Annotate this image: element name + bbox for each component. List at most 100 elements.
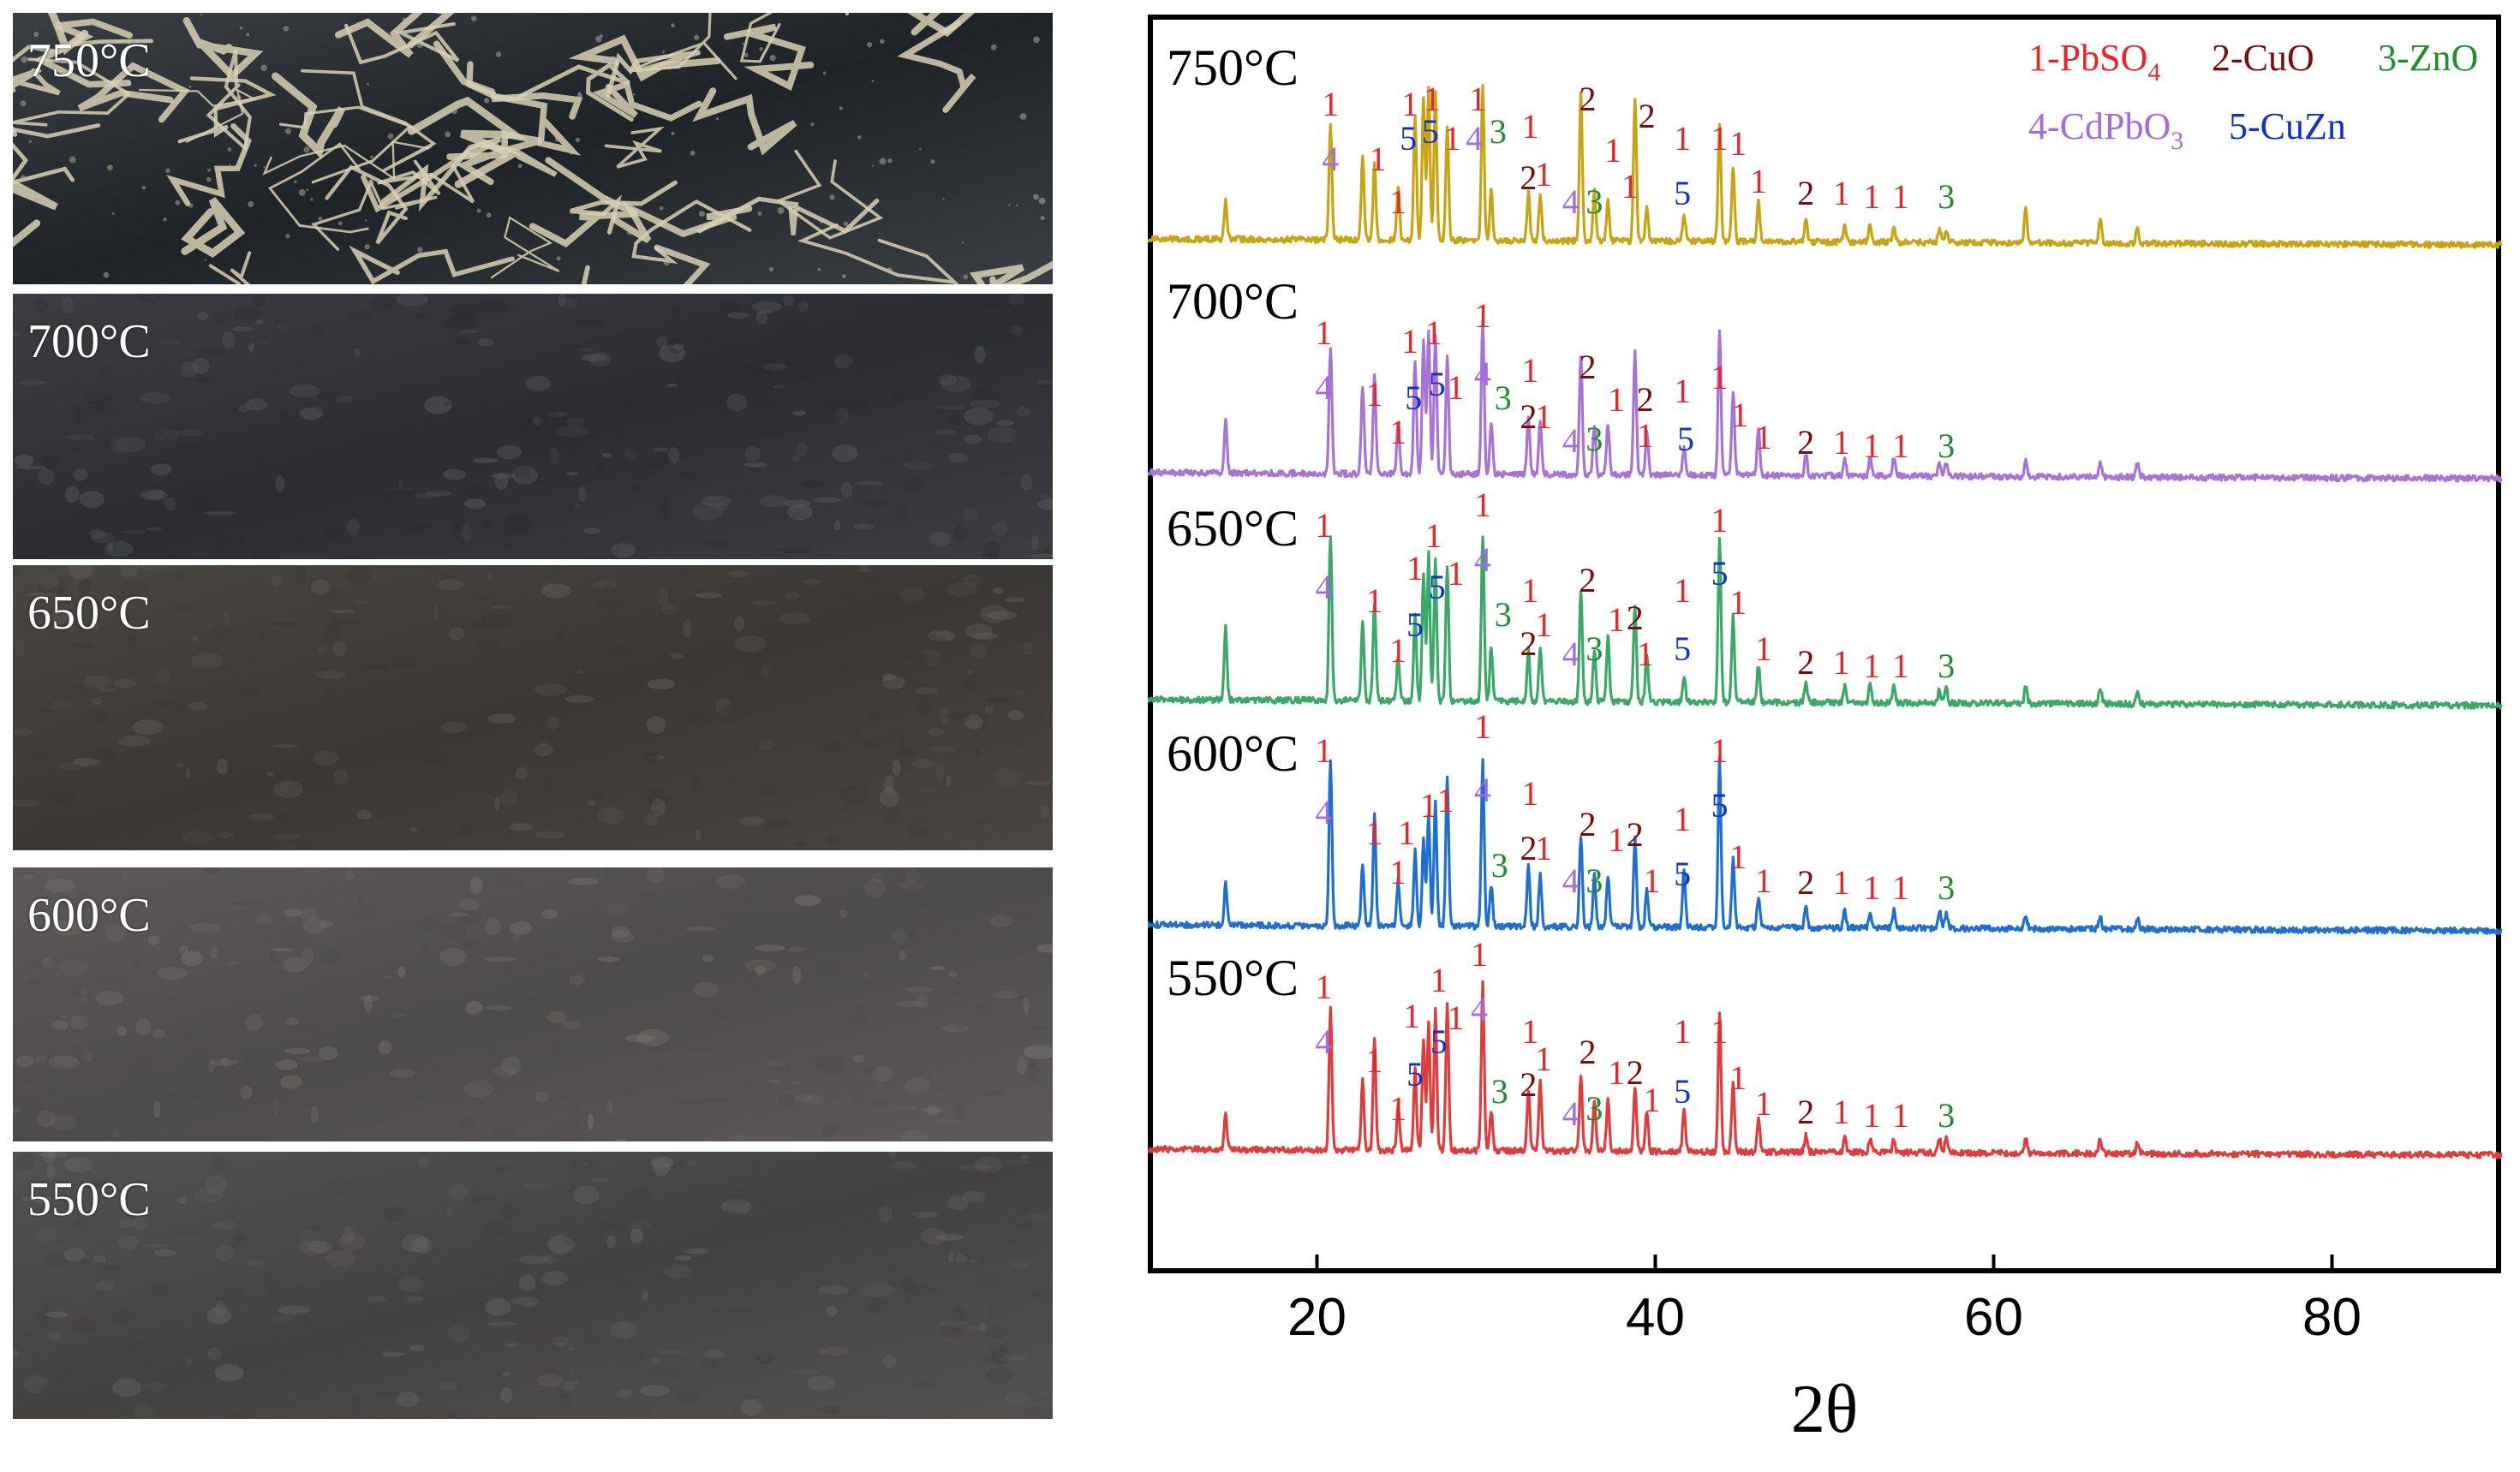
peak-label: 1 — [1833, 1093, 1850, 1131]
peak-label: 1 — [1315, 313, 1332, 352]
peak-label: 4 — [1562, 861, 1579, 900]
peak-label: 2 — [1797, 423, 1814, 462]
legend-entry: 5-CuZn — [2229, 105, 2346, 147]
peak-label: 1 — [1535, 155, 1552, 194]
peak-label: 1 — [1315, 968, 1332, 1006]
peak-label: 3 — [1585, 629, 1603, 668]
peak-label: 5 — [1677, 420, 1694, 458]
peak-label: 1 — [1366, 813, 1383, 852]
peak-label: 1 — [1389, 182, 1406, 221]
peak-label: 4 — [1474, 355, 1491, 393]
peak-label: 5 — [1674, 629, 1691, 668]
series-label: 600°C — [1167, 725, 1299, 782]
peak-label: 1 — [1674, 119, 1691, 158]
peak-label: 1 — [1389, 853, 1406, 891]
series-label: 650°C — [1167, 500, 1299, 557]
peak-label: 1 — [1425, 516, 1442, 555]
peak-label: 2 — [1637, 380, 1654, 419]
peak-label: 1 — [1711, 358, 1729, 396]
peak-label: 5 — [1429, 365, 1446, 403]
peak-label: 1 — [1674, 800, 1691, 838]
peak-label: 1 — [1674, 372, 1691, 410]
photo-panel-650: 650°C — [13, 565, 1053, 850]
photo-texture — [13, 565, 1053, 850]
photo-temperature-label: 650°C — [27, 587, 151, 640]
x-tick-label: 60 — [1964, 1288, 2023, 1347]
peak-label: 1 — [1644, 1081, 1661, 1119]
peak-label: 1 — [1892, 647, 1909, 685]
peak-label: 2 — [1627, 1053, 1644, 1092]
peak-label: 1 — [1425, 313, 1442, 352]
peak-label: 1 — [1863, 177, 1880, 216]
peak-label: 4 — [1315, 568, 1332, 606]
peak-label: 1 — [1315, 731, 1332, 770]
peak-label: 1 — [1447, 998, 1464, 1037]
xrd-chart: 20 40 60 80 2θ 750°C 1 4 1 1 1 1 5 5 1 4 1 3 1 2 1 4 3 2 1 1 2 1 5 1 1… — [1148, 10, 2520, 1472]
peak-label: 3 — [1495, 595, 1512, 634]
peak-label: 1 — [1755, 418, 1772, 456]
photo-panel-750: 750°C — [13, 13, 1053, 284]
peak-label: 1 — [1892, 1096, 1909, 1135]
plot-frame — [1148, 15, 2501, 1273]
peak-label: 1 — [1521, 1012, 1538, 1051]
peak-label: 5 — [1711, 786, 1729, 825]
peak-label: 1 — [1863, 426, 1880, 465]
x-tick-label: 20 — [1287, 1288, 1347, 1347]
x-tick-label: 40 — [1626, 1288, 1685, 1347]
peak-label: 2 — [1520, 829, 1537, 867]
photo-texture — [13, 13, 1053, 284]
peak-label: 3 — [1585, 182, 1603, 221]
peak-label: 3 — [1938, 868, 1955, 907]
peak-label: 1 — [1729, 124, 1747, 163]
peak-label: 1 — [1711, 119, 1729, 158]
series-label: 700°C — [1167, 273, 1299, 330]
peak-label: 5 — [1406, 605, 1424, 644]
peak-label: 3 — [1938, 1096, 1955, 1135]
peak-label: 2 — [1639, 97, 1656, 135]
peak-label: 2 — [1520, 158, 1537, 197]
peak-label: 1 — [1608, 820, 1625, 859]
peak-label: 2 — [1520, 397, 1537, 436]
peak-label: 2 — [1579, 348, 1597, 386]
peak-label: 1 — [1608, 600, 1625, 639]
peak-label: 1 — [1366, 375, 1383, 414]
peak-label: 4 — [1562, 182, 1579, 221]
legend-entry: 1-PbSO4 — [2028, 37, 2160, 86]
peak-label: 1 — [1535, 605, 1552, 644]
peak-label: 2 — [1579, 561, 1597, 599]
peak-label: 1 — [1389, 413, 1406, 451]
peak-label: 2 — [1797, 174, 1814, 212]
peak-label: 4 — [1474, 771, 1491, 809]
peak-label: 1 — [1637, 416, 1654, 455]
peak-label: 3 — [1938, 426, 1955, 465]
peak-label: 1 — [1621, 167, 1639, 206]
peak-label: 1 — [1863, 647, 1880, 685]
photo-temperature-label: 550°C — [27, 1173, 151, 1226]
peak-label: 5 — [1422, 112, 1439, 151]
peak-label: 3 — [1490, 112, 1507, 151]
peak-label: 1 — [1389, 1089, 1406, 1128]
peak-label: 1 — [1447, 368, 1464, 407]
peak-label: 1 — [1366, 581, 1383, 620]
peak-label: 1 — [1406, 549, 1424, 587]
peak-label: 1 — [1403, 997, 1420, 1035]
peak-label: 3 — [1585, 1089, 1603, 1128]
peak-label: 1 — [1370, 140, 1387, 178]
peak-label: 1 — [1644, 861, 1661, 900]
peak-label: 5 — [1430, 1022, 1448, 1061]
peak-label: 1 — [1755, 1084, 1772, 1123]
peak-label: 1 — [1535, 829, 1552, 867]
peak-label: 1 — [1711, 501, 1729, 539]
peak-label: 1 — [1755, 629, 1772, 668]
x-tick-label: 80 — [2302, 1288, 2362, 1347]
series-line-600°C — [1148, 755, 2503, 935]
peak-label: 1 — [1471, 935, 1488, 974]
peak-label: 2 — [1797, 1093, 1814, 1131]
legend-entry: 4-CdPbO3 — [2028, 105, 2183, 155]
peak-label: 1 — [1521, 107, 1538, 146]
peak-label: 1 — [1474, 296, 1491, 335]
peak-label: 5 — [1711, 554, 1729, 593]
peak-label: 3 — [1585, 420, 1603, 458]
peak-label: 1 — [1729, 583, 1747, 622]
